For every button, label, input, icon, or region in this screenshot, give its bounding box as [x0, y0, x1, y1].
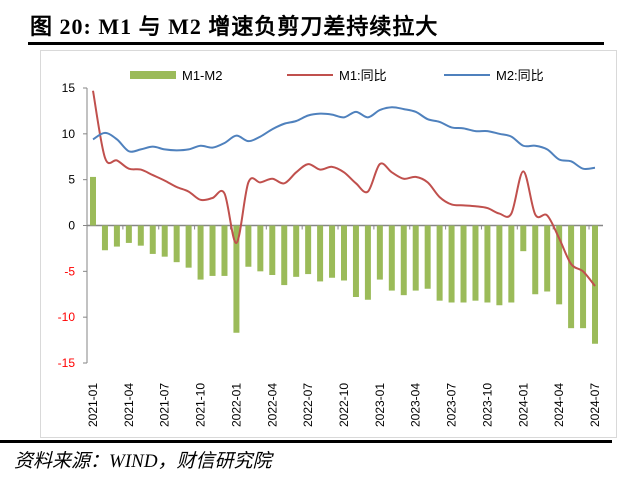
- bar-m1-m2: [484, 225, 491, 303]
- chart-frame: [40, 50, 617, 438]
- bar-m1-m2: [245, 225, 252, 267]
- bar-m1-m2: [520, 225, 527, 252]
- bar-m1-m2: [532, 225, 539, 295]
- legend-label-2: M1:同比: [339, 68, 387, 83]
- x-tick-label: 2023-04: [409, 383, 423, 427]
- y-tick-label: 15: [62, 81, 76, 95]
- y-tick-label: -15: [58, 356, 76, 370]
- bar-m1-m2: [113, 225, 120, 247]
- bar-m1-m2: [364, 225, 371, 300]
- bar-m1-m2: [472, 225, 479, 301]
- line-m2-yoy: [92, 106, 596, 170]
- line-m1-yoy: [92, 90, 596, 287]
- title-rule: [28, 42, 604, 45]
- y-tick-label: -5: [64, 264, 75, 278]
- x-tick-label: 2023-01: [373, 383, 387, 427]
- bar-m1-m2: [257, 225, 264, 272]
- source-note: 资料来源：WIND，财信研究院: [14, 451, 272, 472]
- x-tick-label: 2024-01: [516, 383, 530, 427]
- bar-m1-m2: [149, 225, 156, 254]
- x-tick-label: 2022-04: [265, 383, 279, 427]
- bar-m1-m2: [197, 225, 204, 280]
- bar-m1-m2: [209, 225, 216, 276]
- legend-label-3: M2:同比: [496, 68, 544, 83]
- bar-m1-m2: [101, 225, 108, 251]
- bar-m1-m2: [400, 225, 407, 296]
- bar-m1-m2: [269, 225, 276, 275]
- bar-m1-m2: [496, 225, 503, 306]
- bar-m1-m2: [329, 225, 336, 278]
- bar-m1-m2: [317, 225, 324, 282]
- x-tick-label: 2023-07: [445, 383, 459, 427]
- bar-m1-m2: [544, 225, 551, 292]
- bar-m1-m2: [556, 225, 563, 305]
- y-tick-label: 10: [62, 127, 76, 141]
- x-tick-label: 2021-10: [194, 383, 208, 427]
- y-tick-label: -10: [58, 310, 76, 324]
- bar-m1-m2: [161, 225, 168, 257]
- bar-m1-m2: [376, 225, 383, 280]
- y-tick-label: 0: [68, 219, 75, 233]
- x-tick-label: 2024-04: [552, 383, 566, 427]
- bar-m1-m2: [293, 225, 300, 277]
- bar-m1-m2: [281, 225, 288, 286]
- bar-m1-m2: [305, 225, 312, 275]
- x-tick-label: 2022-10: [337, 383, 351, 427]
- x-tick-label: 2022-01: [229, 383, 243, 427]
- bar-m1-m2: [388, 225, 395, 291]
- bar-m1-m2: [233, 225, 240, 333]
- legend-swatch-1: [130, 71, 176, 79]
- bar-m1-m2: [125, 225, 132, 243]
- x-tick-label: 2021-07: [158, 383, 172, 427]
- bar-m1-m2: [90, 176, 96, 226]
- bar-m1-m2: [412, 225, 419, 291]
- x-tick-label: 2021-01: [86, 383, 100, 427]
- bar-m1-m2: [137, 225, 144, 246]
- bar-m1-m2: [436, 225, 443, 301]
- bar-m1-m2: [508, 225, 515, 303]
- bar-m1-m2: [424, 225, 431, 289]
- x-tick-label: 2023-10: [480, 383, 494, 427]
- bar-m1-m2: [352, 225, 359, 297]
- bar-m1-m2: [341, 225, 347, 281]
- bar-m1-m2: [221, 225, 228, 276]
- figure-title: 图 20: M1 与 M2 增速负剪刀差持续拉大: [30, 14, 439, 39]
- bar-m1-m2: [173, 225, 180, 263]
- bar-m1-m2: [460, 225, 467, 303]
- y-tick-label: 5: [68, 173, 75, 187]
- x-tick-label: 2022-07: [301, 383, 315, 427]
- bar-m1-m2: [580, 225, 587, 329]
- bar-m1-m2: [568, 225, 575, 329]
- bar-m1-m2: [448, 225, 455, 303]
- source-rule: [0, 440, 612, 443]
- legend-label-1: M1-M2: [182, 68, 222, 83]
- bar-m1-m2: [185, 225, 192, 268]
- x-tick-label: 2021-04: [122, 383, 136, 427]
- x-tick-label: 2024-07: [588, 383, 602, 427]
